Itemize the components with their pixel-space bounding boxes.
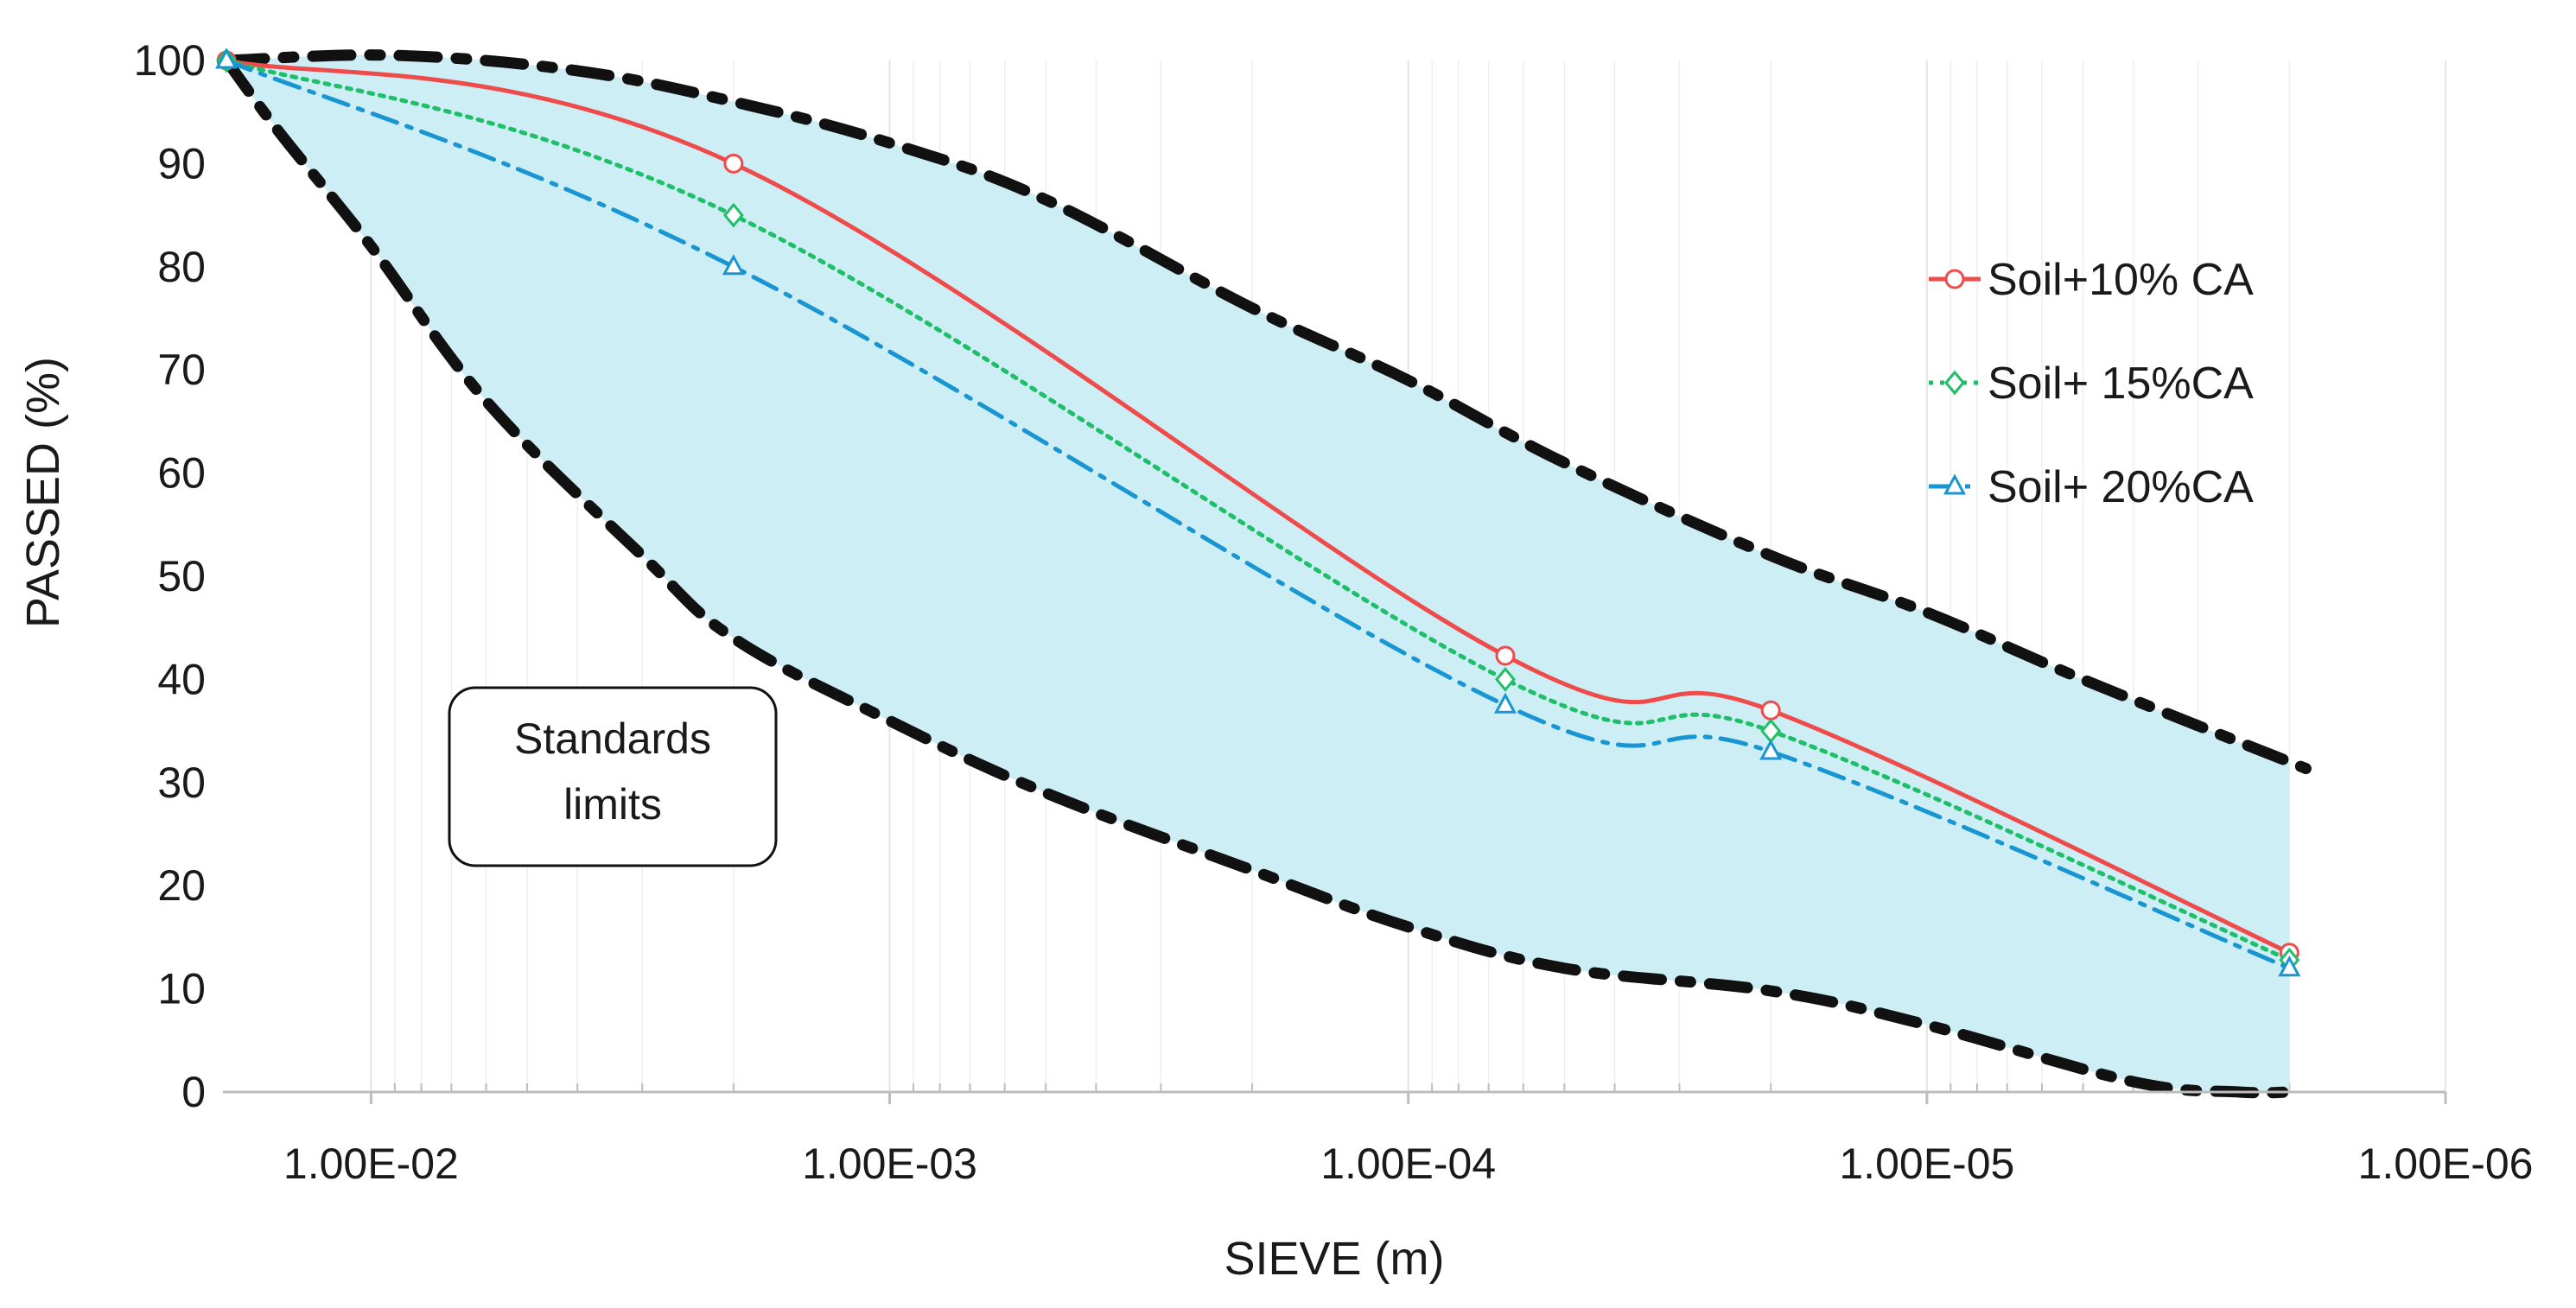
marker-triangle <box>1493 692 1517 714</box>
y-tick-label: 100 <box>134 36 206 85</box>
marker-circle <box>1760 700 1781 721</box>
legend-label: Soil+10% CA <box>1988 255 2254 305</box>
y-tick-label: 10 <box>157 965 206 1013</box>
series-lines <box>215 48 2301 977</box>
y-tick-label: 90 <box>157 139 206 187</box>
x-tick-label: 1.00E-03 <box>802 1140 977 1188</box>
axes: 0 10 20 30 40 50 60 70 80 90 100 1.00E-02 1.00E-03 1.… <box>134 36 2534 1188</box>
legend: Soil+10% CA Soil+ 15%CA Soil+ 20%CA <box>1929 255 2254 512</box>
marker-triangle <box>722 254 745 276</box>
y-axis-title: PASSED (%) <box>17 357 69 628</box>
marker-triangle <box>215 48 239 69</box>
legend-label: Soil+ 15%CA <box>1988 359 2254 409</box>
marker-circle <box>723 153 744 174</box>
marker-circle <box>1944 269 1965 289</box>
y-tick-label: 50 <box>157 552 206 600</box>
marker-circle <box>1495 645 1516 666</box>
upper-limit-line <box>220 49 2312 775</box>
series-line <box>224 58 2292 956</box>
standards-limits-note: Standards limits <box>448 686 778 867</box>
note-line: Standards <box>514 714 711 763</box>
note-box <box>448 686 778 867</box>
series-line <box>224 58 2292 971</box>
x-axis-title: SIEVE (m) <box>1224 1233 1444 1285</box>
y-tick-label: 20 <box>157 861 206 910</box>
y-tick-label: 70 <box>157 346 206 394</box>
marker-triangle <box>2278 956 2301 977</box>
x-tick-label: 1.00E-05 <box>1839 1140 2014 1188</box>
lower-limit-line <box>220 54 2295 1099</box>
marker-diamond <box>722 202 744 228</box>
y-tick-label: 80 <box>157 243 206 291</box>
marker-diamond <box>1495 667 1516 692</box>
marker-triangle <box>1759 739 1783 760</box>
y-tick-label: 0 <box>181 1068 206 1116</box>
x-tick-label: 1.00E-04 <box>1320 1140 1496 1188</box>
x-tick-label: 1.00E-06 <box>2358 1140 2534 1188</box>
y-tick-label: 40 <box>157 655 206 703</box>
marker-triangle <box>1943 473 1967 495</box>
y-tick-label: 30 <box>157 759 206 807</box>
x-tick-label: 1.00E-02 <box>283 1140 459 1188</box>
legend-label: Soil+ 20%CA <box>1988 462 2254 512</box>
marker-diamond <box>1944 370 1965 396</box>
series-line <box>224 58 2292 962</box>
y-tick-label: 60 <box>157 449 206 498</box>
note-line: limits <box>563 780 662 829</box>
